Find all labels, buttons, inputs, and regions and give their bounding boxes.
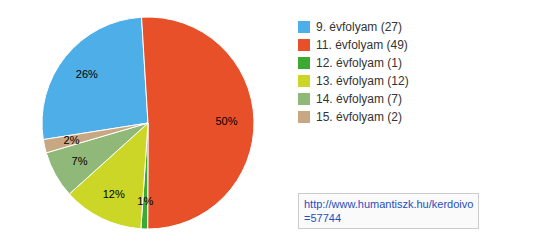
- html-text:9. évfolyam (27): 9. évfolyam (27): [316, 20, 402, 34]
- html-text:14. évfolyam (7): 14. évfolyam (7): [316, 92, 402, 106]
- svg-text:2%: 2%: [64, 134, 80, 146]
- svg-text:26%: 26%: [76, 68, 98, 80]
- svg-text:1%: 1%: [137, 195, 153, 207]
- svg-text:50%: 50%: [215, 115, 237, 127]
- html-text:15. évfolyam (2): 15. évfolyam (2): [316, 110, 402, 124]
- svg-text:12%: 12%: [103, 188, 125, 200]
- svg-text:7%: 7%: [72, 155, 88, 167]
- html-text:12. évfolyam (1): 12. évfolyam (1): [316, 56, 402, 70]
- html-text:http://www.humantiszk.hu/kerdo: http://www.humantiszk.hu/kerdoivo =57744: [304, 198, 474, 224]
- html-text:13. évfolyam (12): 13. évfolyam (12): [316, 74, 409, 88]
- html-text:11. évfolyam (49): 11. évfolyam (49): [316, 38, 408, 52]
